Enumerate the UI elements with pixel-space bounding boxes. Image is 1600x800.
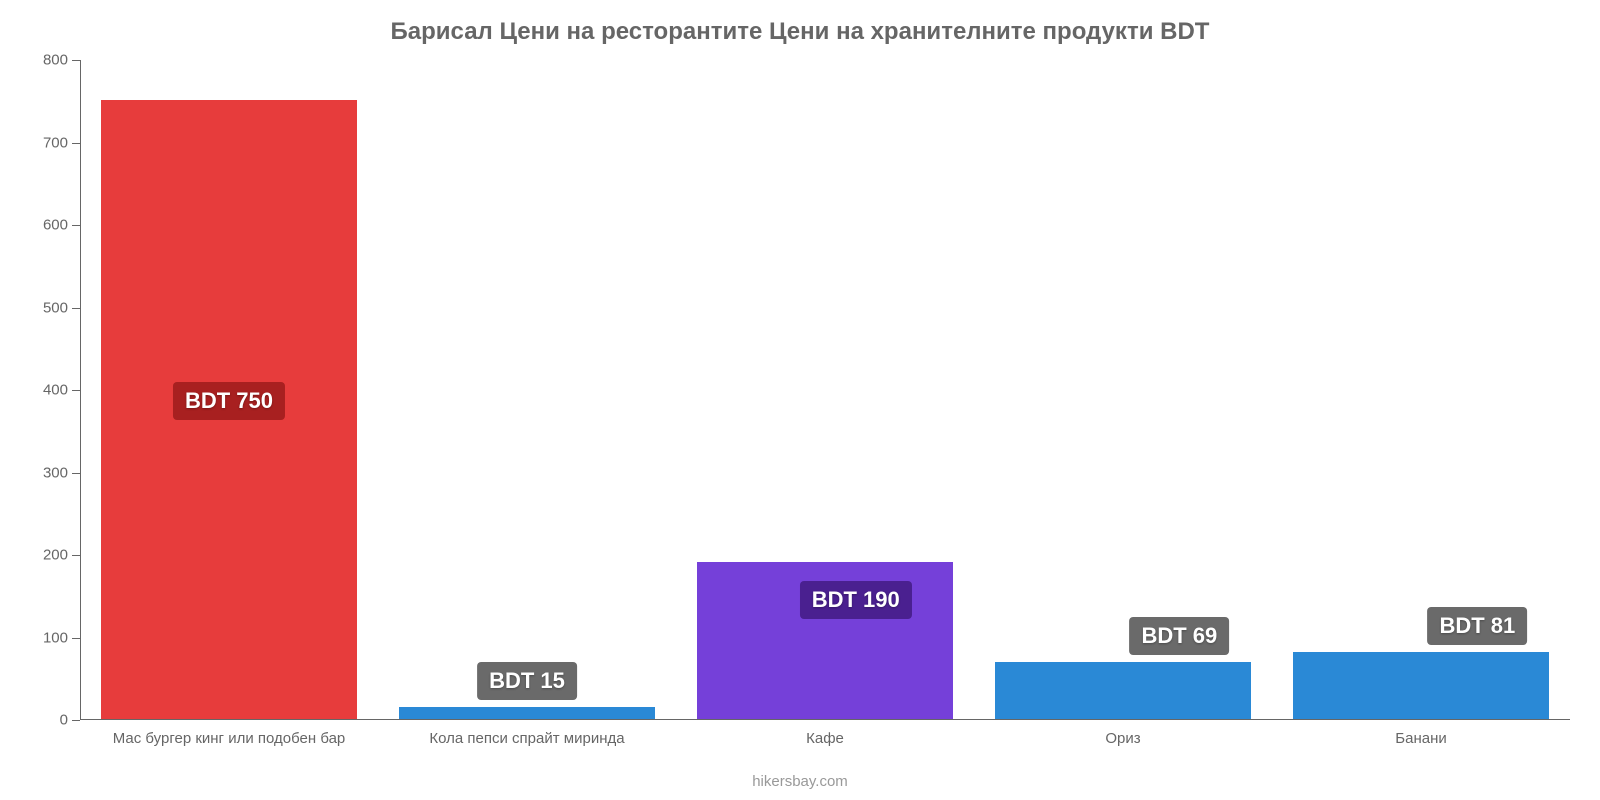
- y-tick: [72, 225, 80, 226]
- x-tick-label: Ориз: [1105, 730, 1140, 747]
- bar: [1293, 652, 1549, 719]
- plot-area: 0100200300400500600700800Мас бургер кинг…: [80, 60, 1570, 720]
- y-tick: [72, 390, 80, 391]
- x-tick-label: Мас бургер кинг или подобен бар: [113, 730, 346, 747]
- y-tick-label: 100: [43, 629, 68, 646]
- y-tick: [72, 308, 80, 309]
- value-badge: BDT 69: [1129, 617, 1229, 655]
- y-tick-label: 500: [43, 299, 68, 316]
- y-tick: [72, 555, 80, 556]
- x-tick-label: Банани: [1395, 730, 1446, 747]
- chart-title: Барисал Цени на ресторантите Цени на хра…: [391, 18, 1210, 46]
- x-tick-label: Кафе: [806, 730, 844, 747]
- y-tick-label: 600: [43, 217, 68, 234]
- y-tick-label: 700: [43, 134, 68, 151]
- y-axis-line: [80, 60, 81, 720]
- value-badge: BDT 15: [477, 662, 577, 700]
- value-badge: BDT 190: [800, 581, 912, 619]
- value-badge: BDT 750: [173, 382, 285, 420]
- y-tick: [72, 720, 80, 721]
- chart-container: Барисал Цени на ресторантите Цени на хра…: [0, 0, 1600, 800]
- y-tick: [72, 143, 80, 144]
- y-tick-label: 400: [43, 382, 68, 399]
- x-tick-label: Кола пепси спрайт миринда: [429, 730, 624, 747]
- y-tick-label: 800: [43, 52, 68, 69]
- y-tick: [72, 60, 80, 61]
- x-axis-line: [80, 719, 1570, 720]
- y-tick-label: 300: [43, 464, 68, 481]
- value-badge: BDT 81: [1427, 607, 1527, 645]
- y-tick-label: 0: [60, 712, 68, 729]
- bar: [399, 707, 655, 719]
- y-tick-label: 200: [43, 547, 68, 564]
- bar: [995, 662, 1251, 719]
- y-tick: [72, 473, 80, 474]
- y-tick: [72, 638, 80, 639]
- source-label: hikersbay.com: [752, 773, 848, 790]
